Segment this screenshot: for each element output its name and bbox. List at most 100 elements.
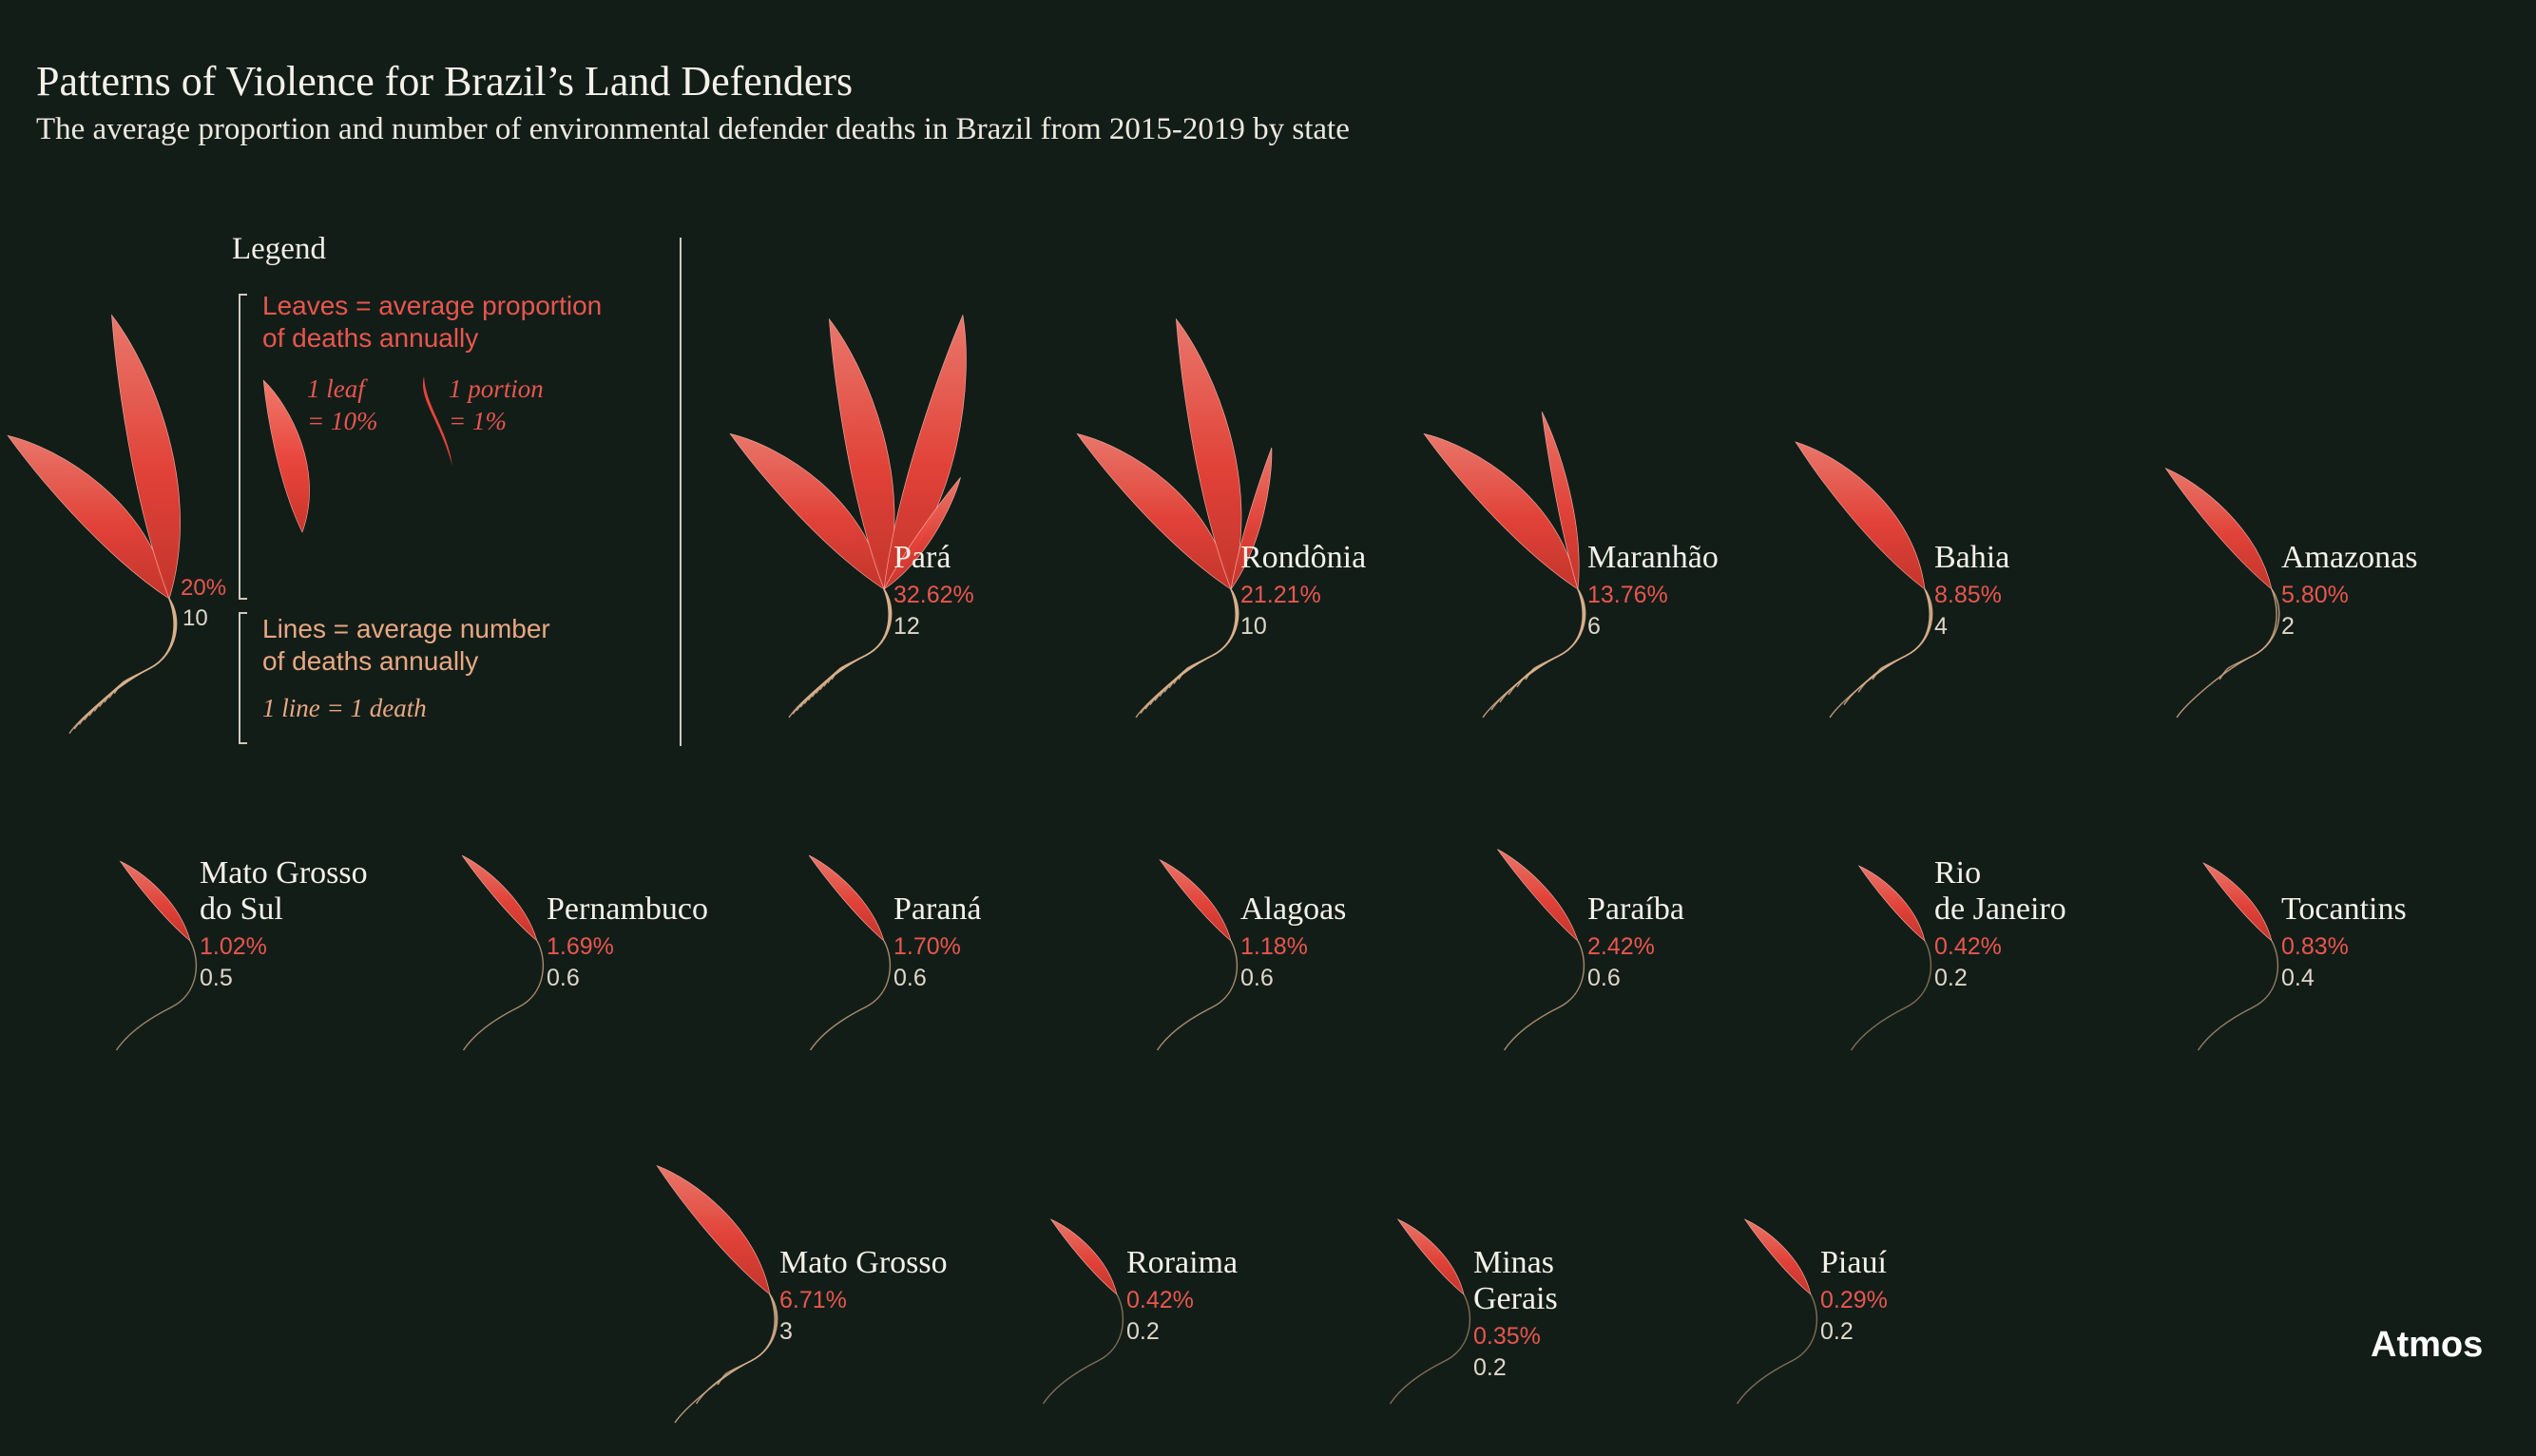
state-7-leaf-1	[461, 854, 538, 943]
state-6-name: Mato Grosso do Sul	[200, 855, 368, 927]
state-13-line-1	[717, 1293, 776, 1386]
state-16: Piauí 0.29% 0.2	[1630, 981, 1991, 1405]
state-2-name: Rondônia	[1240, 540, 1367, 575]
state-2-line-10	[1135, 588, 1239, 718]
state-1-leaf-1	[729, 432, 885, 590]
state-10-plant	[1497, 849, 1585, 1051]
legend-leaf-key: 1 leaf = 10%	[307, 374, 378, 435]
state-11-lines	[1850, 940, 1932, 1051]
state-15: Minas Gerais 0.35% 0.2	[1283, 981, 1644, 1405]
state-11-leaves	[1857, 865, 1926, 942]
state-16-leaves	[1743, 1218, 1812, 1295]
state-2-deaths: 10	[1240, 613, 1267, 640]
state-10-name: Paraíba	[1587, 891, 1684, 927]
state-14-plant	[1042, 1218, 1124, 1405]
state-15-lines	[1389, 1293, 1471, 1405]
state-11-line-1	[1850, 940, 1932, 1051]
legend-example-leaf-2	[111, 314, 181, 601]
state-8-lines	[809, 940, 892, 1051]
legend-example-lines	[68, 598, 178, 735]
state-2-plant	[1076, 317, 1273, 718]
state-13-line-3	[674, 1293, 778, 1424]
state-12-deaths: 0.4	[2281, 965, 2315, 991]
state-5-lines	[2176, 588, 2280, 718]
state-9-plant	[1156, 858, 1239, 1051]
state-5-name: Amazonas	[2281, 540, 2418, 575]
chart-subtitle: The average proportion and number of env…	[36, 112, 1350, 146]
state-2-leaves	[1076, 317, 1273, 591]
state-8-leaves	[808, 854, 885, 943]
state-3-line-6	[1482, 588, 1586, 718]
state-16-deaths: 0.2	[1820, 1318, 1854, 1345]
state-11: Rio de Janeiro 0.42% 0.2	[1744, 627, 2105, 1051]
state-13-line-2	[695, 1293, 778, 1405]
state-15-deaths: 0.2	[1473, 1354, 1507, 1381]
state-5-percent: 5.80%	[2281, 582, 2349, 608]
state-11-percent: 0.42%	[1934, 933, 2002, 960]
state-9: Alagoas 1.18% 0.6	[1050, 627, 1412, 1051]
state-6-deaths: 0.5	[200, 965, 233, 991]
state-14-lines	[1042, 1293, 1124, 1405]
state-1: Pará 32.62% 12	[703, 276, 1065, 718]
state-1-labels: Pará 32.62% 12	[893, 540, 974, 641]
state-12: Tocantins 0.83% 0.4	[2091, 627, 2452, 1051]
state-4-plant	[1795, 441, 1933, 718]
state-16-lines	[1736, 1293, 1818, 1405]
state-5-plant	[2164, 468, 2280, 718]
state-1-leaf-4	[883, 477, 961, 590]
state-11-plant	[1850, 865, 1932, 1051]
state-10-percent: 2.42%	[1587, 933, 1655, 960]
legend-leaves-description: Leaves = average proportion of deaths an…	[262, 291, 603, 353]
state-11-name: Rio de Janeiro	[1934, 855, 2066, 927]
state-2-percent: 21.21%	[1240, 582, 1321, 608]
state-8-deaths: 0.6	[893, 965, 927, 991]
state-8-labels: Paraná 1.70% 0.6	[893, 891, 982, 992]
state-6-labels: Mato Grosso do Sul 1.02% 0.5	[200, 855, 368, 992]
state-14-labels: Roraima 0.42% 0.2	[1126, 1245, 1238, 1346]
state-9-lines	[1156, 940, 1239, 1051]
state-14-line-1	[1042, 1293, 1124, 1405]
state-10: Paraíba 2.42% 0.6	[1397, 627, 1758, 1051]
state-2-lines	[1135, 588, 1239, 718]
state-11-leaf-1	[1857, 865, 1926, 942]
legend-example-percent: 20%	[181, 575, 227, 601]
legend-example-count: 10	[183, 605, 208, 631]
state-14-leaf-1	[1049, 1218, 1118, 1295]
state-16-name: Piauí	[1820, 1245, 1887, 1280]
state-5-leaves	[2164, 468, 2273, 590]
state-12-lines	[2197, 940, 2279, 1051]
state-13-plant	[656, 1164, 778, 1424]
state-5-deaths: 2	[2281, 613, 2295, 640]
state-1-leaf-3	[883, 314, 967, 591]
state-12-percent: 0.83%	[2281, 933, 2349, 960]
state-1-lines	[788, 588, 893, 718]
state-1-line-12	[788, 588, 893, 718]
state-6-leaf-1	[119, 860, 191, 942]
state-3-name: Maranhão	[1587, 540, 1719, 575]
state-11-deaths: 0.2	[1934, 965, 1968, 991]
state-13-percent: 6.71%	[779, 1287, 847, 1313]
state-10-line-1	[1503, 940, 1585, 1051]
state-1-name: Pará	[893, 540, 951, 575]
state-7-percent: 1.69%	[547, 933, 614, 960]
state-2-leaf-2	[1175, 317, 1242, 591]
state-16-percent: 0.29%	[1820, 1287, 1888, 1313]
state-10-deaths: 0.6	[1587, 965, 1621, 991]
state-8: Paraná 1.70% 0.6	[703, 627, 1065, 1051]
state-13-leaves	[656, 1164, 771, 1295]
state-16-labels: Piauí 0.29% 0.2	[1820, 1245, 1888, 1346]
state-16-line-1	[1736, 1293, 1818, 1405]
state-13-labels: Mato Grosso 6.71% 3	[779, 1245, 948, 1346]
state-2-leaf-3	[1230, 447, 1273, 590]
state-4-labels: Bahia 8.85% 4	[1934, 540, 2009, 641]
state-12-leaf-1	[2202, 862, 2273, 942]
state-3-percent: 13.76%	[1587, 582, 1668, 608]
state-16-leaf-1	[1743, 1218, 1812, 1295]
state-3-labels: Maranhão 13.76% 6	[1587, 540, 1719, 641]
state-6-lines	[115, 940, 198, 1051]
state-9-labels: Alagoas 1.18% 0.6	[1240, 891, 1346, 992]
state-15-leaf-1	[1396, 1218, 1465, 1295]
state-6-plant	[115, 860, 198, 1051]
legend-example-line-10	[68, 598, 178, 735]
state-12-labels: Tocantins 0.83% 0.4	[2281, 891, 2407, 992]
